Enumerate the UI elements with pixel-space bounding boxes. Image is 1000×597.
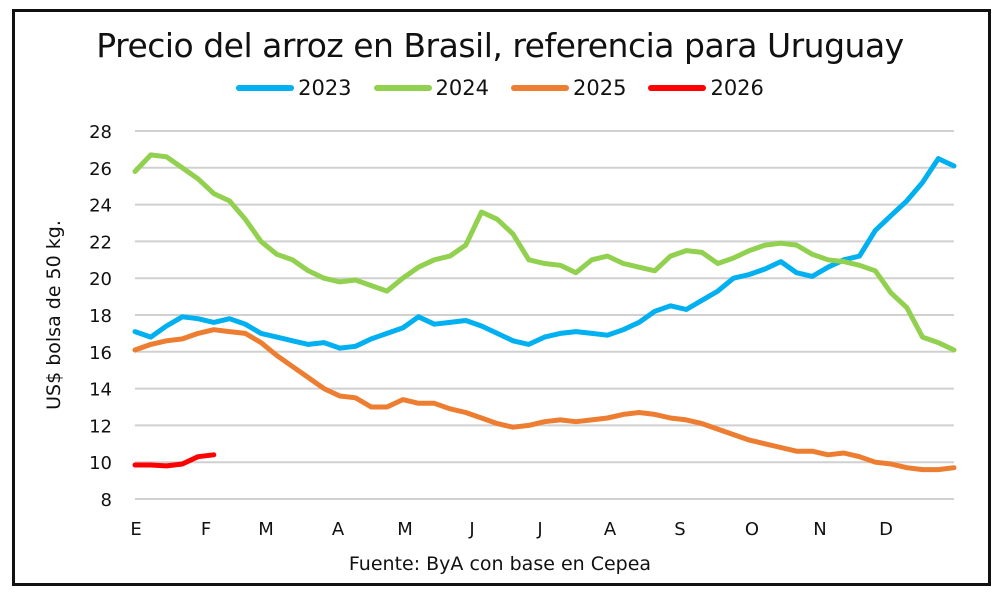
- series-line-2025: [132, 327, 957, 473]
- x-tick-5: J: [468, 519, 474, 540]
- legend-item-2025: 2025: [511, 76, 626, 100]
- y-tick-26: 26: [89, 159, 112, 180]
- chart-frame: [12, 9, 991, 586]
- y-tick-20: 20: [89, 269, 112, 290]
- gridlines: [135, 130, 954, 500]
- legend-item-2023: 2023: [236, 76, 352, 100]
- legend-swatch-2023: [236, 85, 295, 91]
- legend-label-2026: 2026: [710, 76, 764, 100]
- x-tick-7: A: [604, 519, 617, 540]
- x-tick-10: N: [813, 519, 826, 540]
- y-tick-22: 22: [89, 232, 112, 253]
- chart-title: Precio del arroz en Brasil, referencia p…: [96, 26, 904, 65]
- series-line-2026: [132, 452, 217, 469]
- y-tick-10: 10: [89, 453, 112, 474]
- y-tick-18: 18: [89, 306, 112, 327]
- y-tick-16: 16: [89, 343, 112, 364]
- y-tick-labels: 8 10 12 14 16 18 20 22 24 26 28: [89, 122, 112, 511]
- legend-item-2024: 2024: [373, 76, 489, 100]
- x-tick-6: J: [536, 519, 542, 540]
- x-tick-3: A: [332, 519, 345, 540]
- series-line-2024: [132, 152, 957, 353]
- legend-label-2023: 2023: [298, 76, 352, 100]
- legend-swatch-2025: [511, 85, 569, 91]
- x-tick-1: F: [201, 519, 211, 540]
- series-lines: [132, 152, 957, 473]
- legend-label-2025: 2025: [573, 76, 627, 100]
- x-tick-9: O: [745, 519, 759, 540]
- y-tick-8: 8: [101, 490, 112, 511]
- source-note: Fuente: ByA con base en Cepea: [348, 553, 652, 575]
- x-tick-4: M: [397, 519, 413, 540]
- legend-swatch-2024: [373, 85, 432, 91]
- legend-swatch-2026: [648, 85, 707, 91]
- legend-item-2026: 2026: [648, 76, 764, 100]
- x-tick-2: M: [258, 519, 274, 540]
- y-tick-12: 12: [89, 416, 112, 437]
- y-tick-28: 28: [89, 122, 112, 143]
- x-tick-11: D: [879, 519, 893, 540]
- y-tick-14: 14: [89, 380, 112, 401]
- x-tick-0: E: [130, 519, 141, 540]
- legend-label-2024: 2024: [435, 76, 489, 100]
- series-line-2023: [132, 156, 957, 351]
- x-tick-8: S: [674, 519, 685, 540]
- legend: 2023 2024 2025 2026: [0, 76, 1000, 100]
- y-tick-24: 24: [89, 196, 112, 217]
